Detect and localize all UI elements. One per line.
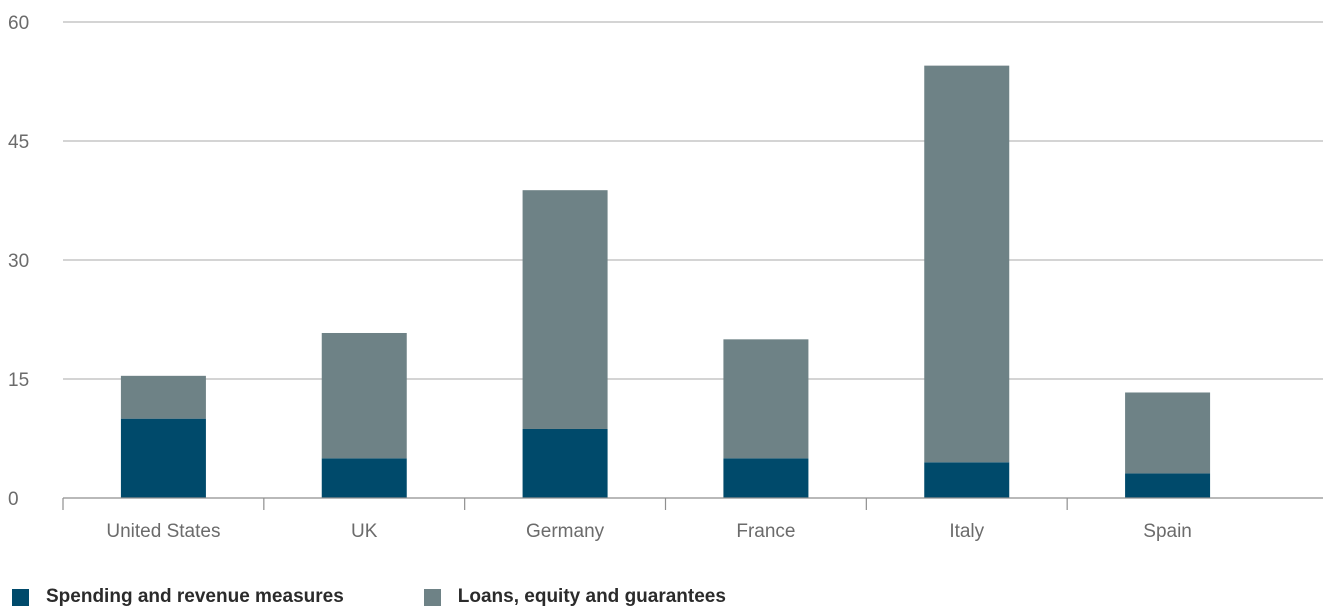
- y-tick-label-0: 0: [8, 489, 19, 510]
- legend-item-spending: Spending and revenue measures: [12, 586, 344, 608]
- x-tick-label-united-states: United States: [106, 521, 220, 542]
- x-tick-label-italy: Italy: [949, 521, 984, 542]
- bar-france-series-0: [723, 458, 809, 498]
- bar-uk-series-0: [321, 458, 407, 498]
- bar-spain-series-0: [1125, 473, 1211, 498]
- y-tick-label-15: 15: [8, 370, 29, 391]
- bar-germany-series-1: [522, 190, 608, 429]
- bar-italy-series-1: [924, 65, 1010, 463]
- x-tick-label-france: France: [736, 521, 795, 542]
- bars: [120, 65, 1211, 498]
- x-tick-label-spain: Spain: [1143, 521, 1192, 542]
- gridlines: [63, 21, 1323, 380]
- legend-item-loans: Loans, equity and guarantees: [423, 586, 726, 608]
- y-tick-label-30: 30: [8, 251, 29, 272]
- legend-swatch-spending: [12, 588, 29, 606]
- legend-label-spending: Spending and revenue measures: [46, 586, 344, 607]
- y-axis-tick-labels: 0 15 30 45 60: [8, 13, 29, 510]
- bar-germany-series-0: [522, 428, 608, 498]
- bar-italy-series-0: [924, 462, 1010, 498]
- legend-label-loans: Loans, equity and guarantees: [457, 586, 726, 607]
- y-tick-label-60: 60: [8, 13, 29, 34]
- bar-uk-series-1: [321, 332, 407, 459]
- bar-spain-series-1: [1125, 392, 1211, 474]
- x-axis: [62, 497, 1323, 510]
- x-axis-tick-labels: United States UK Germany France Italy Spain: [106, 521, 1192, 542]
- x-tick-label-germany: Germany: [526, 521, 605, 542]
- stacked-bar-chart: 0 15 30 45 60 United States UK Germany France It…: [8, 13, 1323, 542]
- bar-united-states-series-0: [120, 418, 206, 498]
- legend: Spending and revenue measures Loans, equ…: [12, 585, 806, 609]
- y-tick-label-45: 45: [8, 132, 29, 153]
- x-tick-label-uk: UK: [351, 521, 378, 542]
- bar-france-series-1: [723, 339, 809, 459]
- legend-swatch-loans: [423, 588, 441, 606]
- bar-united-states-series-1: [120, 375, 206, 419]
